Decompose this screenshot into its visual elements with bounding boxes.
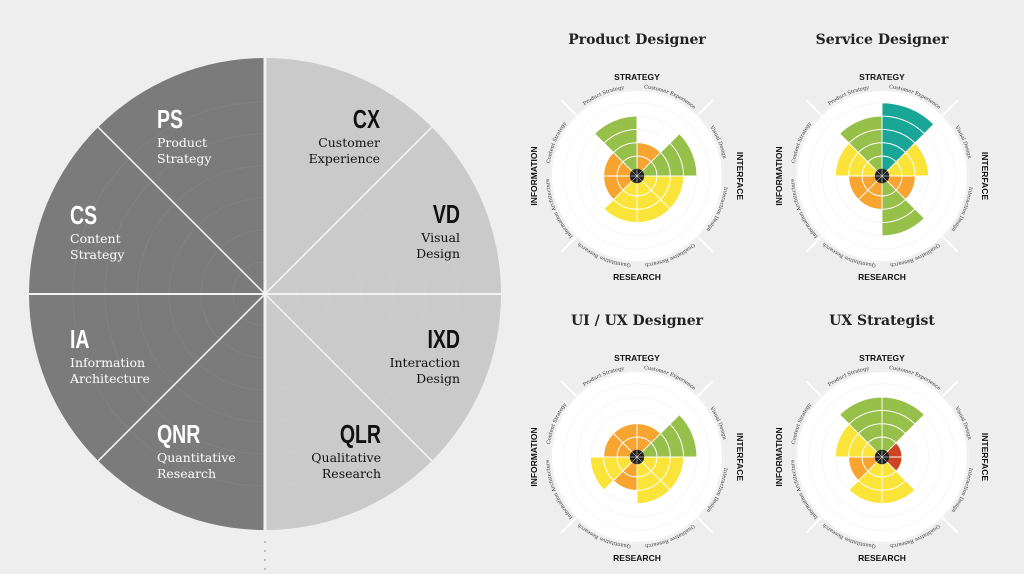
- sector-name-line1: Customer: [318, 135, 380, 150]
- category-information: INFORMATION: [774, 146, 784, 205]
- category-research: RESEARCH: [858, 272, 906, 282]
- sector-name-line2: Strategy: [157, 151, 212, 166]
- dotted-line: [264, 559, 266, 561]
- category-strategy: STRATEGY: [859, 72, 905, 82]
- profile-chart-ui-ux-designer: UI / UX Designer STRATEGY RESEARCH INTERFAC…: [529, 313, 745, 563]
- hub-spoke: [877, 171, 887, 181]
- bar-qnr-segment: [603, 198, 638, 224]
- level-ring: [808, 383, 956, 531]
- bar-qlr-segment: [636, 479, 671, 505]
- sector-abbr: QLR: [340, 419, 381, 448]
- wheel-divider: [97, 126, 433, 462]
- chart-title: UX Strategist: [829, 313, 935, 329]
- sector-abbr: VD: [433, 199, 460, 228]
- sector-name-line2: Architecture: [69, 371, 150, 386]
- sector-abbr: CS: [70, 200, 97, 229]
- sector-abbr: IXD: [428, 324, 460, 353]
- category-research: RESEARCH: [613, 272, 661, 282]
- bar-ps-segment: [839, 115, 883, 144]
- dotted-line: [264, 568, 266, 570]
- bar-vd-segment: [669, 133, 698, 177]
- category-research: RESEARCH: [858, 553, 906, 563]
- profile-chart-product-designer: Product Designer STRATEGY RESEARCH INTERFAC…: [529, 32, 745, 282]
- bar-vd-segment: [904, 142, 930, 177]
- sector-abbr: PS: [157, 104, 183, 133]
- sector-name-line2: Strategy: [70, 247, 125, 262]
- category-interface: INTERFACE: [735, 152, 745, 201]
- level-ring: [563, 383, 711, 531]
- chart-title: Product Designer: [568, 32, 706, 48]
- hub-spoke: [632, 452, 642, 462]
- sector-name-line2: Experience: [309, 151, 380, 166]
- sector-abbr: IA: [70, 324, 89, 353]
- sector-abbr: QNR: [157, 419, 201, 448]
- sector-name-line2: Research: [322, 466, 381, 481]
- hub-spoke: [632, 171, 642, 181]
- category-interface: INTERFACE: [735, 433, 745, 482]
- sector-name-line1: Interaction: [390, 355, 460, 370]
- level-ring: [550, 89, 724, 263]
- category-strategy: STRATEGY: [859, 353, 905, 363]
- bar-cx-segment: [881, 102, 935, 135]
- bar-ia-segment: [589, 456, 615, 491]
- hub-spoke: [877, 452, 887, 462]
- level-ring: [550, 370, 724, 544]
- sector-name-line2: Design: [416, 246, 460, 261]
- sector-abbr: CX: [353, 104, 381, 133]
- category-information: INFORMATION: [529, 146, 539, 205]
- category-interface: INTERFACE: [980, 152, 990, 201]
- skills-wheel: CXCustomerExperienceVDVisualDesignIXDInt…: [29, 58, 501, 570]
- sector-name-line2: Research: [157, 466, 216, 481]
- chart-title: Service Designer: [816, 32, 949, 48]
- sector-name-line1: Product: [157, 135, 207, 150]
- category-interface: INTERFACE: [980, 433, 990, 482]
- sector-name-line2: Design: [416, 371, 460, 386]
- bar-ps-segment: [839, 396, 883, 425]
- category-information: INFORMATION: [774, 427, 784, 486]
- bar-cx-segment: [881, 396, 925, 425]
- dotted-line: [264, 541, 266, 543]
- bar-vd-segment: [669, 414, 698, 458]
- category-strategy: STRATEGY: [614, 353, 660, 363]
- sector-name-line1: Quantitative: [157, 450, 236, 465]
- level-ring: [795, 89, 969, 263]
- sector-name-line1: Content: [70, 231, 121, 246]
- profile-chart-ux-strategist: UX Strategist STRATEGY RESEARCH INTERFACE IN…: [774, 313, 990, 563]
- sector-name-line1: Information: [70, 355, 145, 370]
- bar-qnr-segment: [848, 479, 883, 505]
- sector-name-line1: Qualitative: [311, 450, 381, 465]
- category-strategy: STRATEGY: [614, 72, 660, 82]
- level-ring: [795, 370, 969, 544]
- category-research: RESEARCH: [613, 553, 661, 563]
- bar-ps-segment: [594, 115, 638, 144]
- bar-qlr-segment: [881, 208, 925, 237]
- category-information: INFORMATION: [529, 427, 539, 486]
- dotted-line: [264, 550, 266, 552]
- chart-title: UI / UX Designer: [571, 313, 704, 329]
- level-ring: [563, 102, 711, 250]
- sector-name-line1: Visual: [420, 230, 460, 245]
- profile-chart-service-designer: Service Designer STRATEGY RESEARCH INTERFAC…: [774, 32, 990, 282]
- bar-ps-segment: [612, 423, 638, 444]
- role-profiles: Product Designer STRATEGY RESEARCH INTERFAC…: [529, 32, 990, 563]
